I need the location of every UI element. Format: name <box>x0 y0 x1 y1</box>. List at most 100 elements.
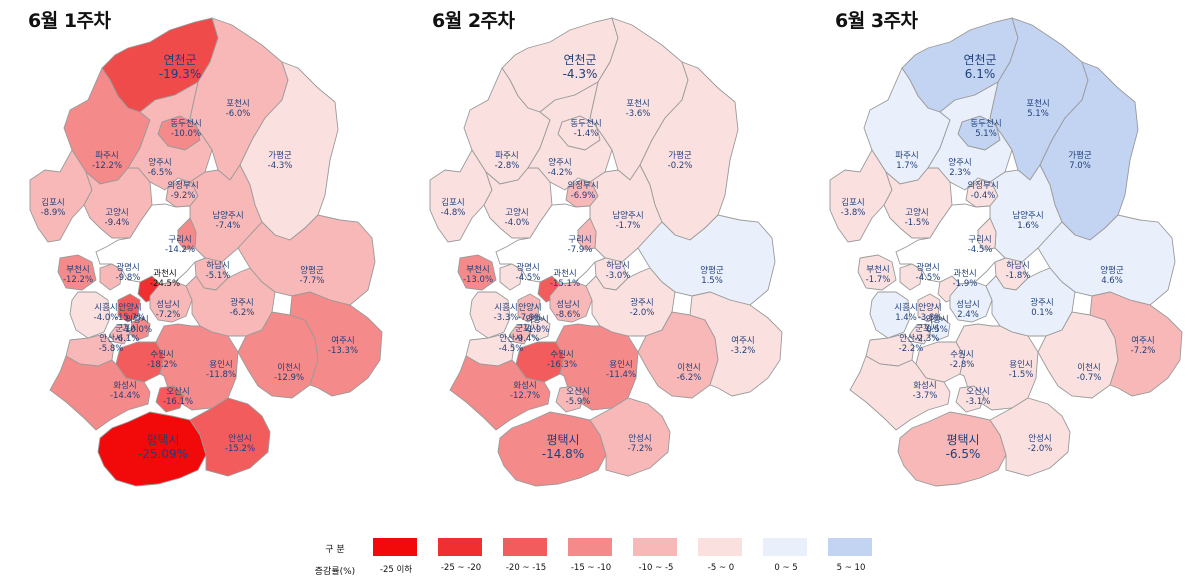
region-value-uijeongbu: -9.2% <box>171 191 196 201</box>
region-label-yangju: 양주시 <box>148 157 171 168</box>
region-label-goyang: 고양시 <box>905 207 928 218</box>
region-label-gwangju: 광주시 <box>630 297 653 308</box>
region-pyeongtaek <box>97 411 207 487</box>
regions-layer <box>829 17 1183 487</box>
region-label-gwangmyeong: 광명시 <box>516 262 539 273</box>
region-label-gwangmyeong: 광명시 <box>916 262 939 273</box>
region-label-hanam: 하남시 <box>606 260 629 271</box>
region-label-goyang: 고양시 <box>105 207 128 218</box>
region-value-gwangju: -6.2% <box>230 308 255 318</box>
region-value-hwaseong: -12.7% <box>510 391 540 401</box>
legend-label: -10 ~ -5 <box>638 563 674 573</box>
labels-layer: 연천군-19.3%포천시-6.0%동두천시-10.0%파주시-12.2% 양주시-… <box>41 52 358 461</box>
region-value-namyangju: -1.7% <box>616 221 641 231</box>
region-value-pyeongtaek: -14.8% <box>542 447 584 461</box>
region-value-anseong: -2.0% <box>1028 444 1053 454</box>
region-label-guri: 구리시 <box>968 235 991 245</box>
region-value-yeoju: -7.2% <box>1131 346 1156 356</box>
seoul-area <box>95 203 206 285</box>
region-value-dongducheon: -10.0% <box>171 129 201 139</box>
week-2-map: 연천군-4.3% 포천시-3.6% 동두천시-1.4% 파주시-2.8% 양주시-4.2… <box>429 17 783 487</box>
legend-swatch <box>828 538 872 556</box>
region-value-yangpyeong: 1.5% <box>701 276 723 286</box>
region-label-gunpo: 군포시 <box>515 324 538 334</box>
week-1-title: 6월 1주차 <box>28 10 111 32</box>
region-label-anyang: 안양시 <box>518 302 541 313</box>
region-gunpo <box>509 323 531 345</box>
regions-layer <box>429 17 783 487</box>
region-value-gapyeong: -4.3% <box>268 161 293 171</box>
region-value-yangju: 2.3% <box>949 168 971 178</box>
region-label-hwaseong: 화성시 <box>113 381 136 391</box>
region-label-osan: 오산시 <box>166 386 189 397</box>
legend-swatch <box>763 538 807 556</box>
region-label-anseong: 안성시 <box>1028 433 1051 444</box>
region-value-siheung: -3.3% <box>494 313 519 323</box>
region-value-namyangju: -7.4% <box>216 221 241 231</box>
region-value-suwon: -16.3% <box>547 360 577 370</box>
region-label-yeoju: 여주시 <box>1131 335 1154 346</box>
week-2-title: 6월 2주차 <box>432 10 515 32</box>
region-gwangju <box>585 267 676 337</box>
region-label-ansan: 안산시 <box>99 333 122 344</box>
region-pyeongtaek <box>897 411 1007 487</box>
region-label-seongnam: 성남시 <box>956 300 979 310</box>
region-label-namyangju: 남양주시 <box>212 210 243 221</box>
region-value-yeoju: -3.2% <box>731 346 756 356</box>
region-label-bucheon: 부천시 <box>866 264 889 275</box>
region-value-osan: -5.9% <box>566 397 591 407</box>
region-label-paju: 파주시 <box>495 151 518 161</box>
region-label-seongnam: 성남시 <box>556 300 579 310</box>
region-value-paju: -2.8% <box>495 161 520 171</box>
region-label-gwangmyeong: 광명시 <box>116 262 139 273</box>
region-label-anyang: 안양시 <box>918 302 941 313</box>
region-value-uijeongbu: -0.4% <box>971 191 996 201</box>
region-label-siheung: 시흥시 <box>894 302 917 313</box>
region-value-dongducheon: 5.1% <box>975 129 997 139</box>
legend-item: -25 ~ -20 <box>438 538 484 573</box>
legend-header-category: 구 분 <box>325 545 345 555</box>
region-gunpo <box>109 323 131 345</box>
region-value-siheung: 1.4% <box>895 313 917 323</box>
region-bucheon <box>57 254 97 291</box>
legend-item: -15 ~ -10 <box>568 538 614 573</box>
region-value-yeoju: -13.3% <box>328 346 358 356</box>
legend-label: -25 ~ -20 <box>440 563 482 573</box>
region-value-guri: -4.5% <box>968 245 993 255</box>
region-value-osan: -3.1% <box>966 397 991 407</box>
region-label-yangpyeong: 양평군 <box>300 265 324 276</box>
region-value-ansan: -5.8% <box>99 344 124 354</box>
region-label-suwon: 수원시 <box>550 350 573 360</box>
region-label-ansan: 안산시 <box>899 333 922 344</box>
region-label-paju: 파주시 <box>895 151 918 161</box>
region-value-pocheon: 5.1% <box>1027 109 1049 119</box>
region-label-pocheon: 포천시 <box>226 98 249 109</box>
region-yeoju <box>1089 291 1183 397</box>
legend-swatch <box>438 538 482 556</box>
region-value-uiwang: -1.9% <box>525 325 550 335</box>
region-label-suwon: 수원시 <box>950 350 973 360</box>
region-label-namyangju: 남양주시 <box>612 210 643 221</box>
region-label-osan: 오산시 <box>966 386 989 397</box>
region-value-gimpo: -8.9% <box>41 208 66 218</box>
region-value-hanam: -1.8% <box>1006 271 1031 281</box>
region-value-uijeongbu: -6.9% <box>571 191 596 201</box>
region-label-gunpo: 군포시 <box>915 324 938 334</box>
region-value-icheon: -12.9% <box>274 373 304 383</box>
legend-swatch <box>503 538 547 556</box>
legend-swatch <box>633 538 677 556</box>
seoul-area <box>495 203 606 285</box>
region-value-hanam: -5.1% <box>206 271 231 281</box>
region-value-yangju: -4.2% <box>548 168 573 178</box>
region-siheung <box>869 291 911 339</box>
region-label-yeoju: 여주시 <box>731 335 754 346</box>
region-anseong <box>589 397 671 477</box>
region-value-gimpo: -4.8% <box>441 208 466 218</box>
region-label-paju: 파주시 <box>95 151 118 161</box>
region-label-siheung: 시흥시 <box>94 302 117 313</box>
region-value-bucheon: -13.0% <box>463 275 493 285</box>
region-value-pocheon: -6.0% <box>226 109 251 119</box>
region-value-gunpo: -2.3% <box>915 334 940 344</box>
region-label-gimpo: 김포시 <box>841 197 864 208</box>
